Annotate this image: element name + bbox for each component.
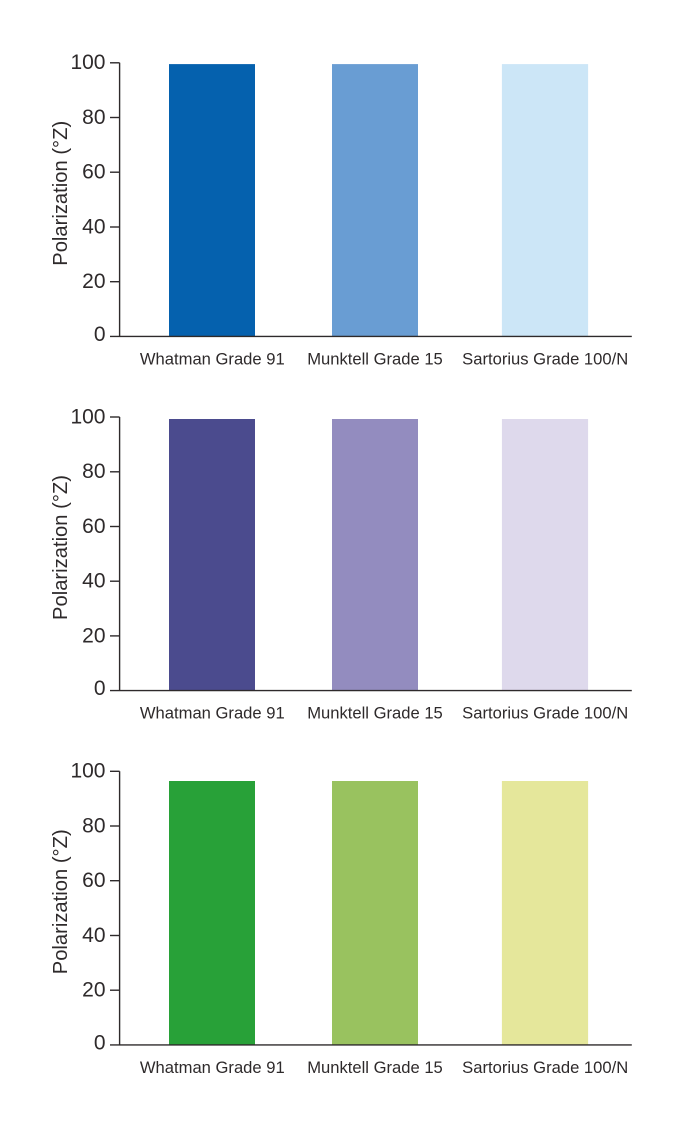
svg-text:Polarization (°Z): Polarization (°Z)	[50, 475, 72, 620]
svg-text:Whatman Grade 91: Whatman Grade 91	[140, 349, 285, 368]
svg-text:80: 80	[82, 106, 105, 129]
svg-text:Whatman Grade 91: Whatman Grade 91	[140, 704, 285, 723]
svg-text:Polarization (°Z): Polarization (°Z)	[50, 121, 72, 266]
svg-text:100: 100	[70, 760, 105, 783]
svg-text:Whatman Grade 91: Whatman Grade 91	[140, 1058, 285, 1077]
svg-text:20: 20	[82, 979, 105, 1002]
svg-text:80: 80	[82, 460, 105, 483]
svg-text:100: 100	[70, 405, 105, 428]
svg-text:40: 40	[82, 924, 105, 947]
svg-text:Sartorius Grade 100/N: Sartorius Grade 100/N	[462, 1058, 628, 1077]
svg-text:Munktell Grade 15: Munktell Grade 15	[307, 349, 443, 368]
svg-text:Sartorius Grade 100/N: Sartorius Grade 100/N	[462, 349, 628, 368]
svg-text:0: 0	[94, 1031, 106, 1054]
svg-text:0: 0	[94, 677, 106, 700]
svg-text:60: 60	[82, 515, 105, 538]
svg-text:20: 20	[82, 624, 105, 647]
svg-text:Sartorius Grade 100/N: Sartorius Grade 100/N	[462, 704, 628, 723]
svg-text:40: 40	[82, 215, 105, 238]
svg-text:100: 100	[70, 51, 105, 74]
svg-text:0: 0	[94, 323, 106, 346]
svg-text:Munktell Grade 15: Munktell Grade 15	[307, 1058, 443, 1077]
svg-text:60: 60	[82, 869, 105, 892]
svg-text:80: 80	[82, 814, 105, 837]
svg-text:Munktell Grade 15: Munktell Grade 15	[307, 704, 443, 723]
svg-text:40: 40	[82, 570, 105, 593]
svg-text:20: 20	[82, 270, 105, 293]
svg-text:60: 60	[82, 161, 105, 184]
svg-text:Polarization (°Z): Polarization (°Z)	[50, 829, 72, 974]
